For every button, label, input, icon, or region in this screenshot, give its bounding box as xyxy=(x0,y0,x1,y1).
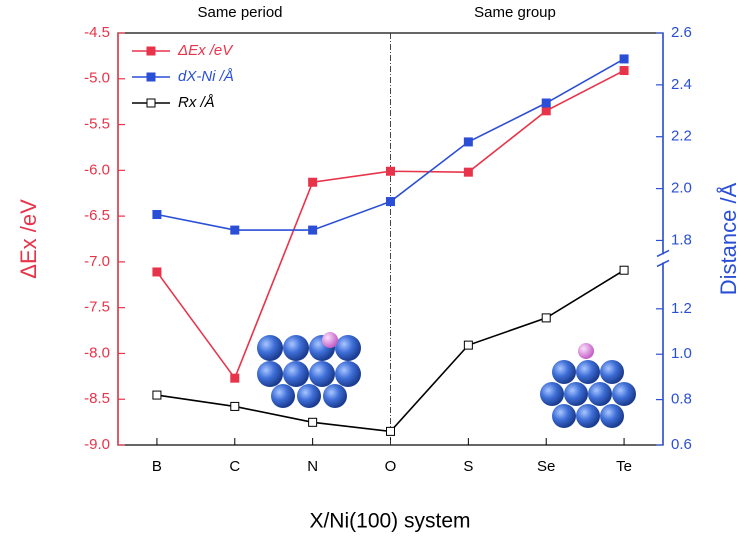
point xyxy=(463,167,473,177)
point xyxy=(386,426,395,436)
axis-break xyxy=(656,249,670,258)
x-tick-label: Te xyxy=(616,458,632,475)
y2-tick-label: 1.8 xyxy=(671,231,692,248)
point xyxy=(308,177,318,187)
point xyxy=(541,106,551,116)
x-tick-label: C xyxy=(229,458,240,475)
point xyxy=(308,417,318,427)
y-tick-label: -6.5 xyxy=(84,207,110,224)
y2-axis-label: Distance /Å xyxy=(716,182,741,295)
y-tick-label: -6.0 xyxy=(84,161,110,178)
y-tick-label: -4.5 xyxy=(84,24,110,41)
y2-tick-label: 2.0 xyxy=(671,180,692,197)
point xyxy=(619,265,629,275)
y2-tick-label: 2.2 xyxy=(671,128,692,145)
axis-break-gap xyxy=(661,254,665,263)
y2-tick-label: 0.8 xyxy=(671,391,692,408)
y-tick-label: -7.5 xyxy=(84,299,110,316)
y2-tick-label: 2.6 xyxy=(671,24,692,41)
legend-marker xyxy=(146,98,156,108)
point xyxy=(230,401,240,411)
point xyxy=(386,166,395,176)
point xyxy=(152,210,162,220)
point xyxy=(619,66,629,76)
point xyxy=(152,267,162,277)
point xyxy=(152,390,162,400)
point xyxy=(463,340,473,350)
annotation: Same period xyxy=(197,4,282,21)
legend-label: Rx /Å xyxy=(178,94,215,111)
x-tick-label: O xyxy=(385,458,397,475)
legend-label: ΔEx /eV xyxy=(177,42,234,59)
y-tick-label: -8.5 xyxy=(84,390,110,407)
y-tick-label: -5.5 xyxy=(84,116,110,133)
legend-marker xyxy=(146,72,156,82)
y2-tick-label: 1.0 xyxy=(671,345,692,362)
point xyxy=(541,98,551,108)
annotation: Same group xyxy=(474,4,556,21)
x-tick-label: N xyxy=(307,458,318,475)
point xyxy=(541,313,551,323)
point xyxy=(463,137,473,147)
legend-marker xyxy=(146,46,156,56)
x-tick-label: S xyxy=(463,458,473,475)
cluster-image-right xyxy=(540,343,636,428)
y-tick-label: -9.0 xyxy=(84,436,110,453)
axis-break xyxy=(656,259,670,268)
point xyxy=(230,373,240,383)
legend-label: dX-Ni /Å xyxy=(178,68,234,85)
y-tick-label: -8.0 xyxy=(84,344,110,361)
y2-tick-label: 1.2 xyxy=(671,300,692,317)
point xyxy=(619,54,629,64)
x-tick-label: Se xyxy=(537,458,555,475)
x-tick-label: B xyxy=(152,458,162,475)
point xyxy=(308,225,318,235)
y-tick-label: -5.0 xyxy=(84,70,110,87)
y-tick-label: -7.0 xyxy=(84,253,110,270)
y2-tick-label: 0.6 xyxy=(671,436,692,453)
y2-tick-label: 2.4 xyxy=(671,76,692,93)
cluster-image-left xyxy=(257,332,361,408)
point xyxy=(386,197,395,207)
x-axis-label: X/Ni(100) system xyxy=(309,510,470,533)
y-axis-label: ΔEx /eV xyxy=(16,199,41,279)
point xyxy=(230,225,240,235)
